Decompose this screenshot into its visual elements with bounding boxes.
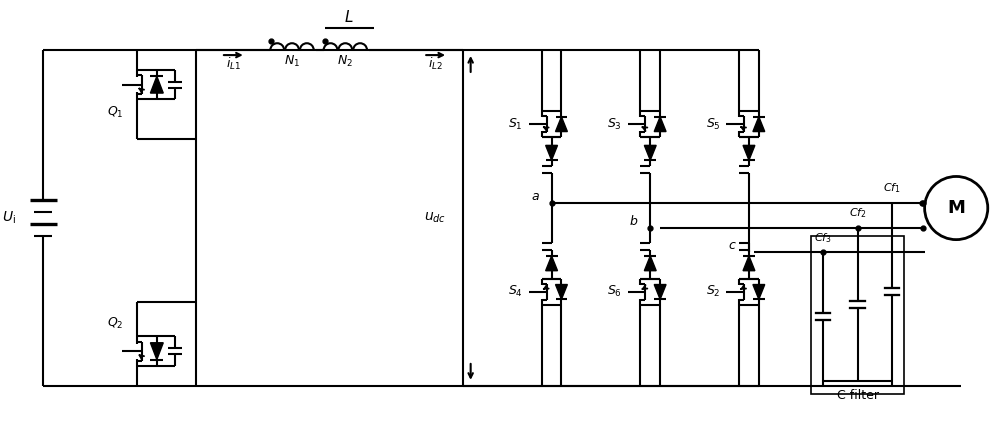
Polygon shape	[644, 256, 656, 271]
Text: $N_1$: $N_1$	[284, 54, 300, 69]
Text: $Cf_1$: $Cf_1$	[883, 181, 901, 195]
Text: $Cf_3$: $Cf_3$	[814, 231, 832, 244]
Polygon shape	[743, 146, 755, 160]
Text: $b$: $b$	[629, 214, 638, 228]
Polygon shape	[556, 117, 567, 132]
Text: $c$: $c$	[728, 239, 737, 253]
Polygon shape	[644, 146, 656, 160]
Polygon shape	[654, 117, 666, 132]
Text: $S_3$: $S_3$	[607, 117, 622, 132]
Text: $\mathbf{M}$: $\mathbf{M}$	[947, 199, 965, 217]
Polygon shape	[753, 285, 765, 299]
Text: $S_4$: $S_4$	[508, 284, 523, 299]
Polygon shape	[546, 256, 558, 271]
Text: $S_1$: $S_1$	[508, 117, 523, 132]
Text: $i_{L1}$: $i_{L1}$	[226, 56, 241, 72]
Text: $Q_1$: $Q_1$	[107, 105, 124, 120]
Text: $S_6$: $S_6$	[607, 284, 622, 299]
Polygon shape	[150, 76, 163, 93]
Text: $S_2$: $S_2$	[706, 284, 720, 299]
Text: $N_2$: $N_2$	[337, 54, 353, 69]
Text: $U_{\rm i}$: $U_{\rm i}$	[2, 210, 16, 226]
Text: $i_{L2}$: $i_{L2}$	[428, 56, 443, 72]
Text: $L$: $L$	[344, 9, 354, 25]
Text: $Q_2$: $Q_2$	[107, 316, 124, 331]
Text: $u_{dc}$: $u_{dc}$	[424, 211, 446, 225]
Polygon shape	[753, 117, 765, 132]
Polygon shape	[654, 285, 666, 299]
Text: C filter: C filter	[837, 389, 879, 402]
Polygon shape	[546, 146, 558, 160]
Polygon shape	[743, 256, 755, 271]
Text: $Cf_2$: $Cf_2$	[849, 206, 866, 220]
Text: $S_5$: $S_5$	[706, 117, 720, 132]
Polygon shape	[556, 285, 567, 299]
Polygon shape	[150, 343, 163, 360]
Bar	[811, 236, 904, 393]
Text: $a$: $a$	[531, 190, 540, 203]
